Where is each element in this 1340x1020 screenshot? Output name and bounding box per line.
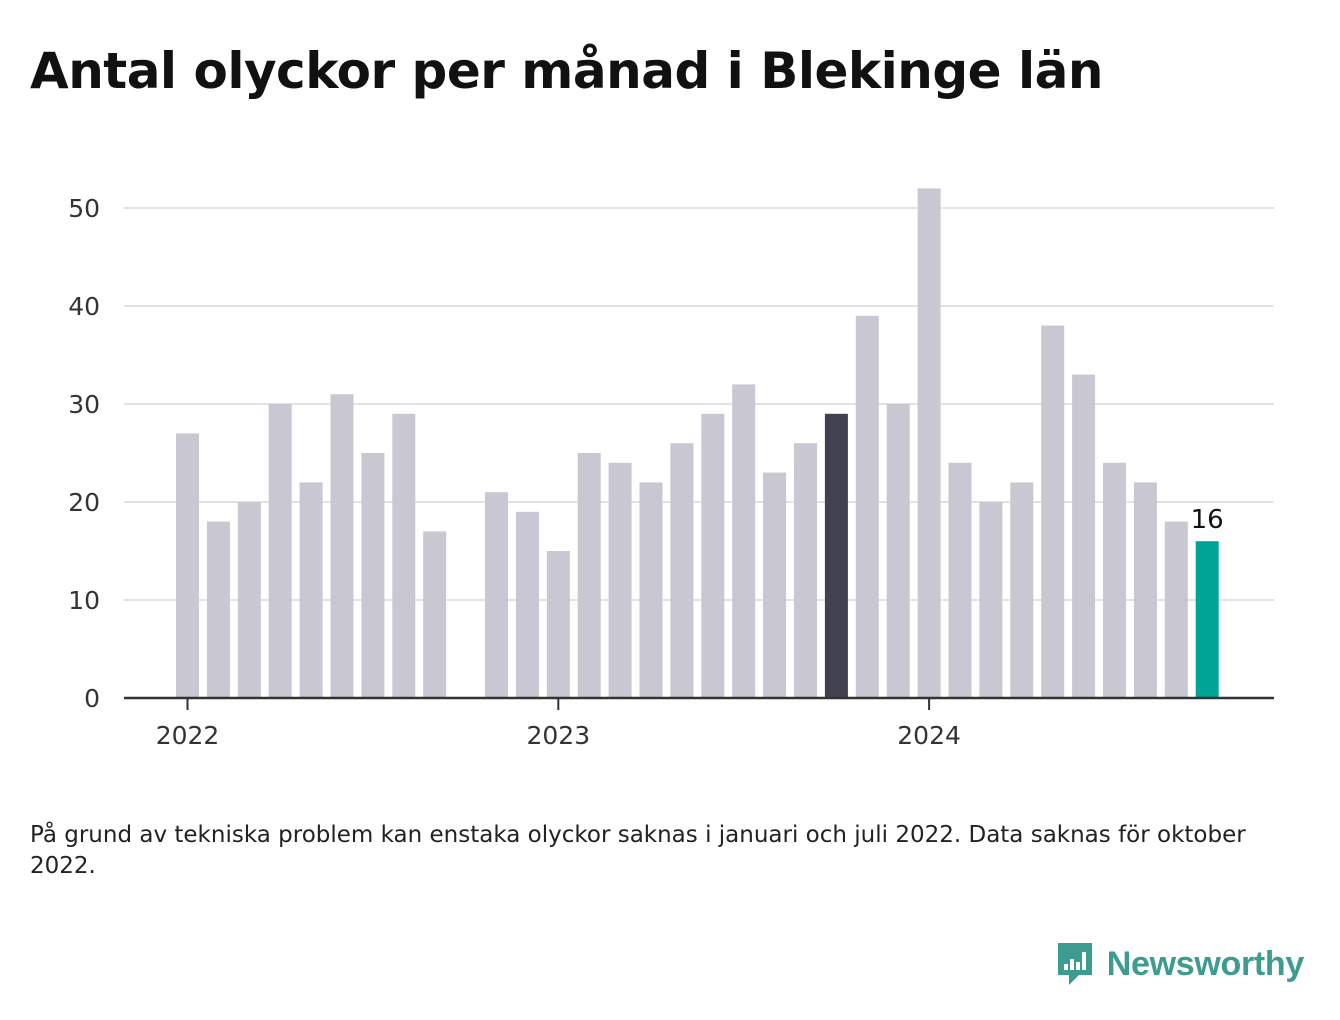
bar-2023-01 <box>546 551 570 698</box>
y-tick-label: 50 <box>68 194 100 223</box>
y-tick-label: 40 <box>68 292 100 321</box>
bar-2024-07 <box>1103 462 1126 698</box>
x-tick-label: 2022 <box>156 721 220 750</box>
bar-2023-03 <box>608 462 632 698</box>
bar-2023-06 <box>701 413 725 698</box>
x-tick-label: 2023 <box>526 721 590 750</box>
bar-2024-05 <box>1041 325 1065 698</box>
bar-2023-11 <box>855 315 879 698</box>
bar-2022-06 <box>330 394 354 698</box>
bar-2022-01 <box>176 433 199 698</box>
bar-2022-03 <box>237 502 261 698</box>
bar-2023-10 <box>824 413 848 698</box>
grid-lines <box>124 207 1274 601</box>
bars <box>176 188 1219 698</box>
bar-2023-04 <box>639 482 663 698</box>
brand-logo: Newsworthy <box>1055 940 1304 988</box>
bar-2023-05 <box>670 443 694 698</box>
bar-2024-10 <box>1195 541 1219 698</box>
data-label: 16 <box>1191 505 1224 535</box>
footnote: På grund av tekniska problem kan enstaka… <box>30 822 1246 879</box>
bar-2022-07 <box>361 453 385 698</box>
bar-2023-02 <box>577 453 601 698</box>
data-labels: 16 <box>1191 505 1224 535</box>
chart-title: Antal olyckor per månad i Blekinge län <box>30 42 1103 100</box>
y-tick-label: 10 <box>68 586 100 615</box>
y-tick-label: 30 <box>68 390 100 419</box>
x-axis: 2022 2023 2024 <box>124 696 1274 750</box>
bar-2022-11 <box>485 492 508 698</box>
y-tick-label: 0 <box>84 684 100 713</box>
bar-2022-12 <box>515 511 539 698</box>
x-tick-label: 2024 <box>897 721 961 750</box>
y-axis: 0 10 20 30 40 50 <box>68 194 100 713</box>
bar-2024-03 <box>979 502 1003 698</box>
bar-2023-08 <box>763 472 787 698</box>
bar-2024-09 <box>1164 521 1188 698</box>
bar-2022-09 <box>423 531 447 698</box>
bar-2024-01 <box>917 188 941 698</box>
bar-chart: 0 10 20 30 40 50 2022 2023 2024 16 <box>68 188 1274 750</box>
bar-2024-04 <box>1010 482 1034 698</box>
bar-2023-07 <box>732 384 756 698</box>
bar-2023-12 <box>886 404 910 698</box>
bar-2022-05 <box>299 482 323 698</box>
bar-2024-08 <box>1133 482 1157 698</box>
bar-2022-02 <box>206 521 230 698</box>
bar-2024-06 <box>1072 374 1096 698</box>
bar-2022-08 <box>392 413 416 698</box>
y-tick-label: 20 <box>68 488 100 517</box>
bar-2024-02 <box>948 462 972 698</box>
bar-2023-09 <box>794 443 817 698</box>
bar-2022-04 <box>268 404 292 698</box>
brand-name: Newsworthy <box>1106 944 1305 983</box>
bar-chart-speech-bubble-icon <box>1057 943 1092 985</box>
